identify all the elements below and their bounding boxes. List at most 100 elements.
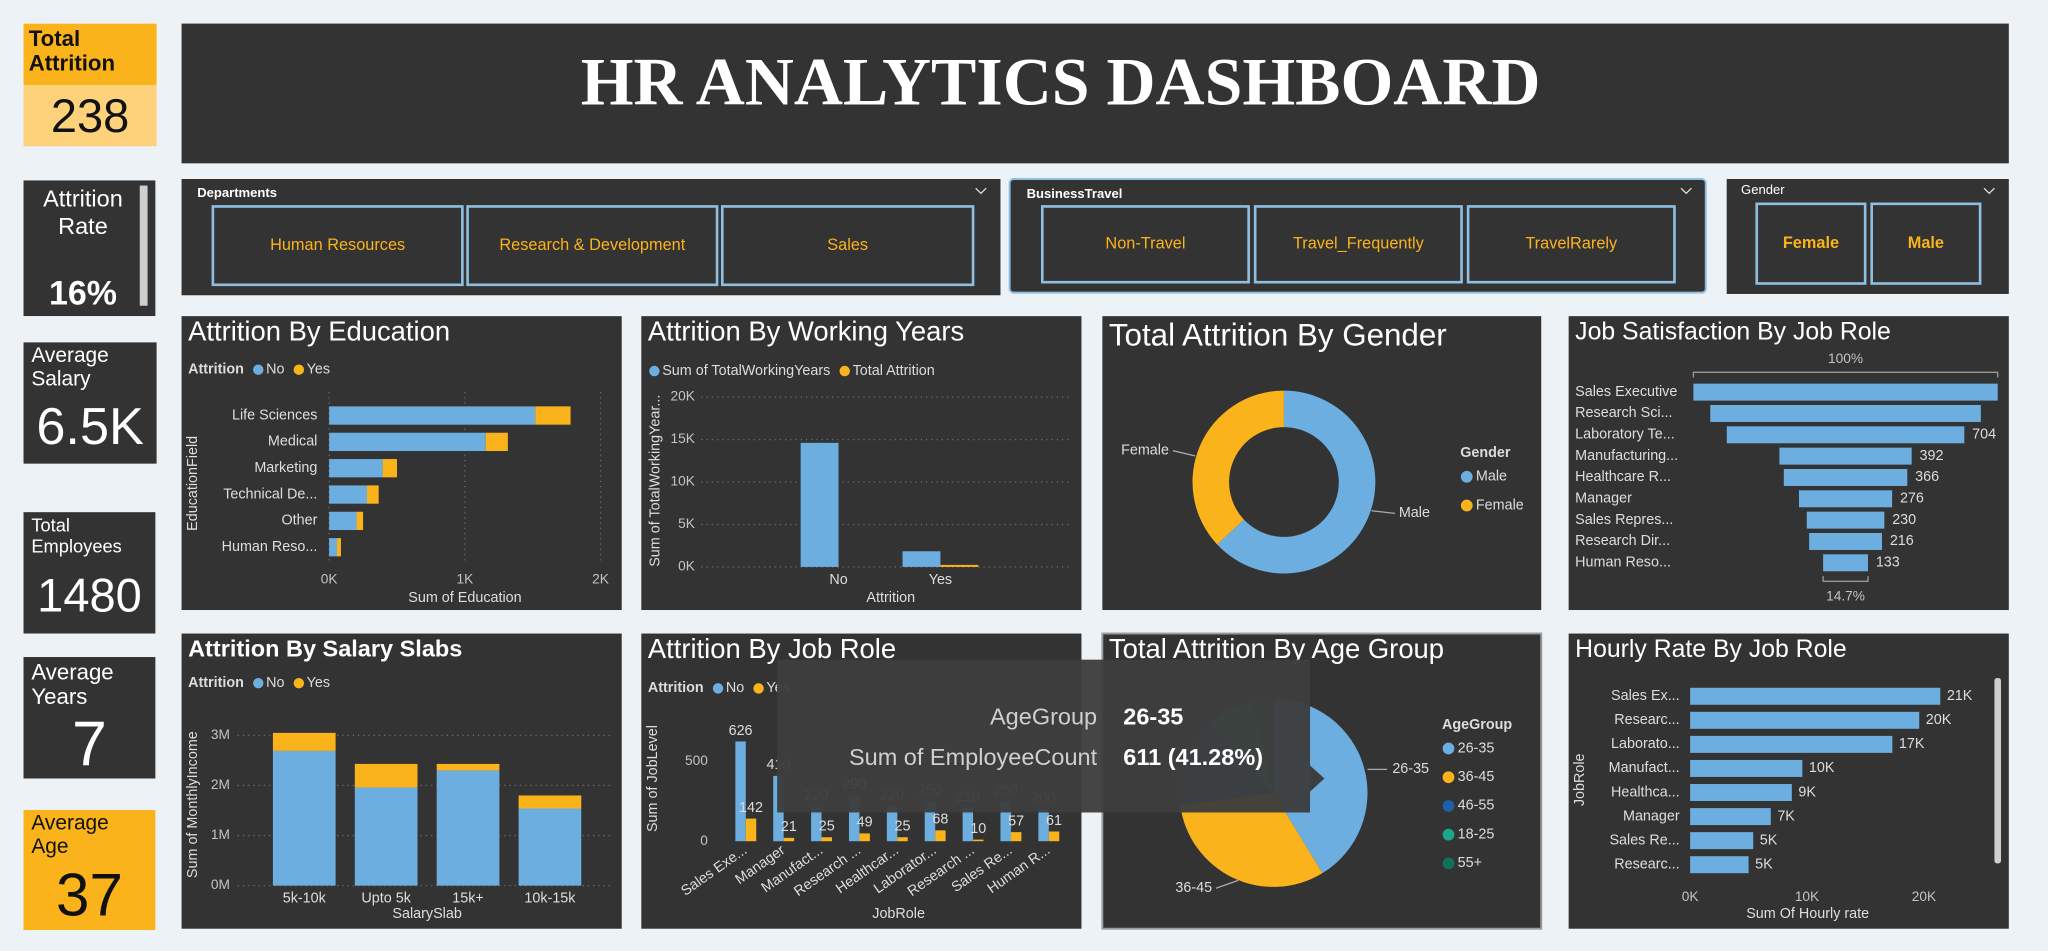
- x-tick-label: 10K: [1795, 889, 1819, 904]
- tooltip-value: 26-35: [1123, 704, 1183, 730]
- chevron: [1680, 187, 1692, 195]
- slicer-title: Gender: [1741, 182, 1785, 197]
- funnel-bar: [1779, 447, 1912, 465]
- bar: [1690, 687, 1941, 705]
- legend-label: Sum of TotalWorkingYears: [662, 363, 830, 379]
- value-label: 5K: [1755, 857, 1773, 873]
- chart-panel: [1568, 633, 2009, 929]
- funnel-bar: [1823, 554, 1868, 572]
- legend-label: Female: [1476, 497, 1524, 513]
- tooltip: AgeGroup 26-35 Sum of EmployeeCount 611 …: [777, 659, 1325, 813]
- value-label: 21K: [1947, 688, 1973, 704]
- bar: [329, 406, 536, 425]
- slice-label: 36-45: [1175, 880, 1212, 896]
- category-label: Manager: [1575, 491, 1632, 507]
- tooltip-label: Sum of EmployeeCount: [849, 744, 1098, 770]
- slicer-button[interactable]: [211, 205, 464, 287]
- y-tick-label: Sales Re...: [1609, 832, 1679, 848]
- bar: [735, 741, 746, 842]
- bar: [436, 770, 500, 886]
- slicer-option: Human Resources: [270, 236, 405, 254]
- legend-dot: [293, 677, 305, 689]
- slicer-button[interactable]: [1253, 205, 1463, 284]
- bar: [924, 801, 936, 842]
- legend-dot: [1442, 857, 1455, 870]
- legend-dot: [649, 365, 660, 377]
- leader-line: [1215, 879, 1239, 889]
- value-label: 216: [1890, 533, 1914, 549]
- y-axis-label: Sum of TotalWorkingYear...: [647, 395, 663, 567]
- x-axis-label: JobRole: [872, 906, 925, 922]
- kpi-value: 6.5K: [36, 398, 144, 456]
- value-label: 25: [819, 819, 835, 835]
- category-label: Laboratory Te...: [1575, 427, 1675, 443]
- y-tick-label: 0M: [211, 877, 230, 892]
- category-label: Healthcare R...: [1575, 469, 1671, 485]
- slicer-option: TravelRarely: [1525, 235, 1618, 253]
- value-label: 5K: [1760, 832, 1778, 848]
- funnel-bracket: [1692, 371, 1999, 378]
- chart-title: Attrition By Education: [188, 315, 450, 346]
- y-tick-label: Technical De...: [223, 486, 317, 502]
- category-label: Human Reso...: [1575, 555, 1671, 571]
- bar: [886, 806, 898, 842]
- chevron: [975, 187, 987, 195]
- kpi-value: 7: [72, 710, 107, 779]
- kpi-box: Average Age 37: [23, 809, 156, 931]
- slicer-button[interactable]: [466, 205, 719, 287]
- slicer-option: Male: [1908, 234, 1944, 252]
- y-tick-label: Manager: [1623, 808, 1680, 824]
- kpi-value: 16%: [48, 273, 117, 313]
- y-tick-label: 5K: [678, 516, 695, 531]
- slicer-panel: [1726, 179, 2009, 294]
- slicer-button[interactable]: [720, 205, 975, 287]
- kpi-value: 37: [56, 860, 123, 929]
- value-label: 9K: [1798, 784, 1816, 800]
- kpi-card: Total Employees 1480: [23, 512, 156, 634]
- tooltip-arrow: [1310, 765, 1325, 792]
- value-label: 392: [1920, 448, 1944, 464]
- x-tick-label: 1K: [456, 572, 473, 587]
- legend-label: Total Attrition: [853, 363, 935, 379]
- y-tick-label: Other: [281, 513, 317, 529]
- bar: [329, 485, 368, 504]
- x-tick-label: 10k-15k: [524, 890, 576, 906]
- legend-dot: [253, 677, 264, 689]
- value-label: 276: [1900, 491, 1924, 507]
- bar: [902, 551, 941, 567]
- chart-title: Attrition By Working Years: [648, 315, 964, 346]
- legend-label: No: [726, 680, 744, 696]
- x-tick-label: No: [829, 572, 847, 588]
- legend-label: 46-55: [1458, 798, 1495, 814]
- y-tick-label: 500: [685, 753, 708, 768]
- bar: [1690, 784, 1792, 802]
- bar: [1038, 809, 1049, 842]
- y-tick-label: Medical: [268, 434, 317, 450]
- x-tick-label: 0K: [321, 572, 338, 587]
- funnel-top-label: 100%: [1828, 351, 1863, 366]
- y-tick-label: Researc...: [1614, 857, 1679, 873]
- legend-dot: [712, 683, 724, 694]
- leader-line: [1371, 510, 1396, 515]
- leader-line: [1172, 450, 1196, 457]
- category-label: Research Dir...: [1575, 533, 1670, 549]
- y-tick-label: 1M: [211, 827, 230, 842]
- legend-dot: [1442, 800, 1455, 812]
- slicer-button[interactable]: [1466, 205, 1676, 284]
- slicer-button[interactable]: [1040, 205, 1250, 284]
- legend-title: Attrition: [188, 675, 244, 691]
- x-tick-label: 5k-10k: [283, 890, 327, 906]
- slicer-title: BusinessTravel: [1027, 186, 1123, 201]
- slicer-button[interactable]: [1755, 202, 1867, 285]
- kpi-card: Average Salary 6.5K: [23, 342, 157, 464]
- slicer-button[interactable]: [1870, 202, 1982, 285]
- legend-label: 36-45: [1458, 769, 1495, 785]
- chart-panel: [641, 316, 1082, 611]
- category-label: Sales Executive: [1575, 384, 1677, 400]
- bar: [973, 839, 984, 842]
- bar: [1000, 801, 1011, 842]
- legend-label: No: [266, 362, 284, 378]
- y-tick-label: 0K: [678, 559, 695, 574]
